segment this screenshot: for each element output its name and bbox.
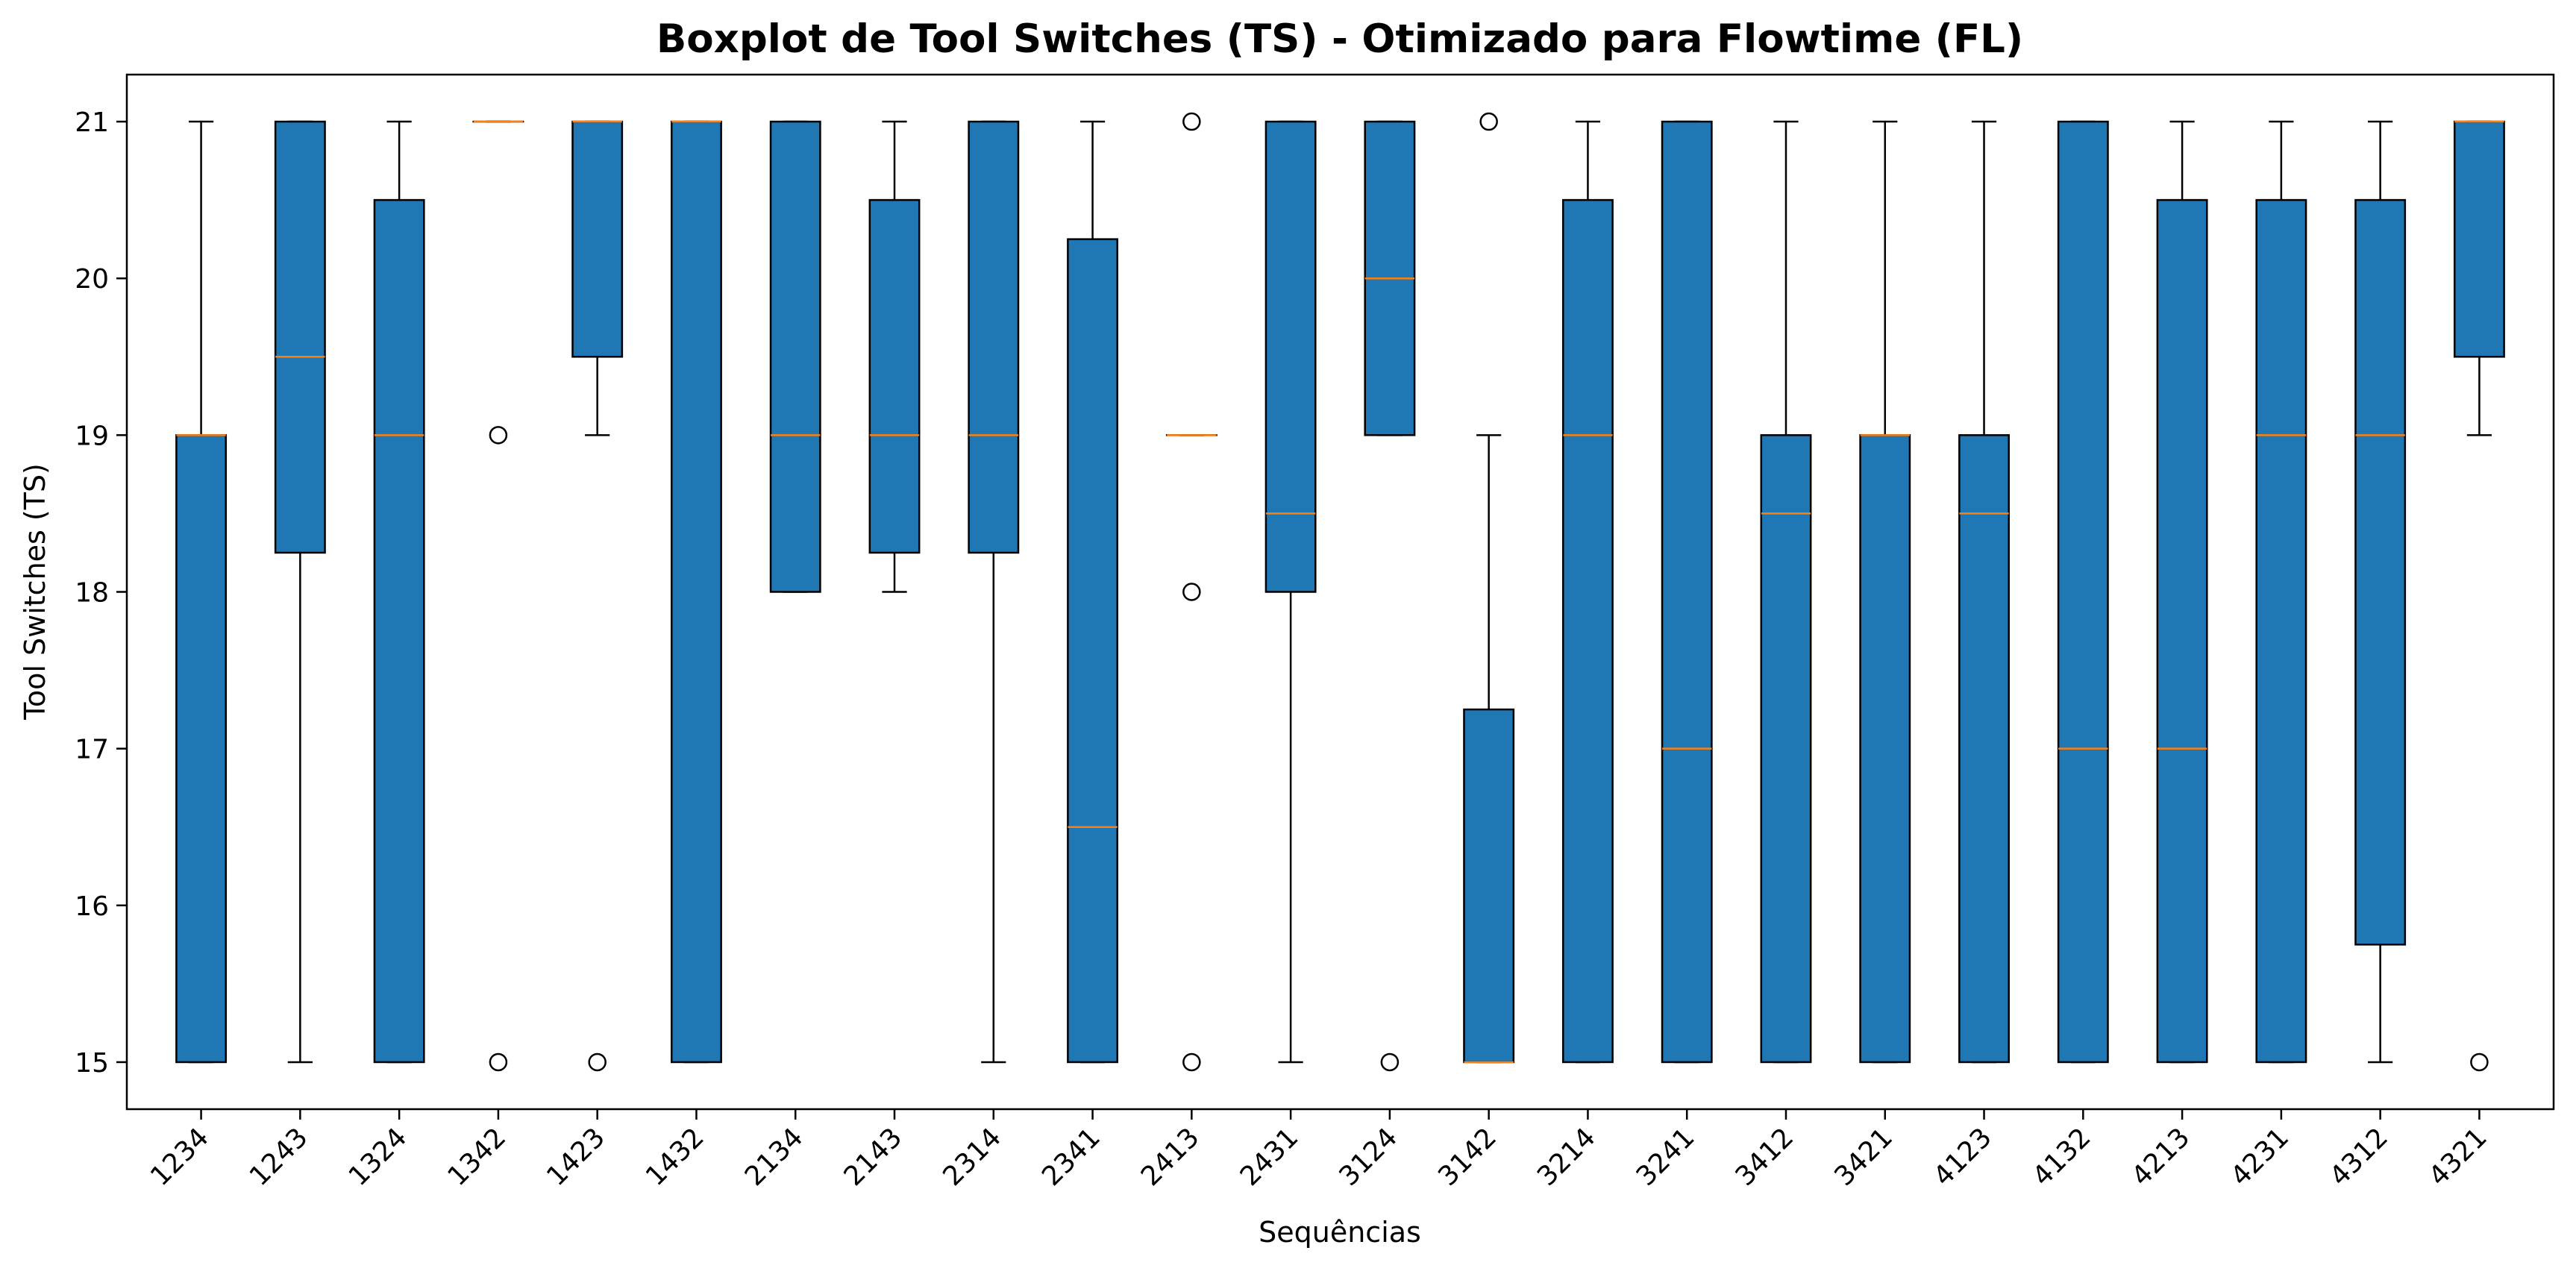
iqr-box [572, 122, 621, 357]
iqr-box [969, 122, 1018, 553]
chart-title: Boxplot de Tool Switches (TS) - Otimizad… [656, 16, 2023, 62]
iqr-box [1662, 122, 1711, 1062]
box-group-4213 [2157, 122, 2207, 1062]
iqr-box [1563, 200, 1612, 1062]
box-group-4132 [2058, 122, 2108, 1062]
iqr-box [2355, 200, 2404, 944]
iqr-box [375, 200, 424, 1062]
iqr-box [870, 200, 919, 553]
iqr-box [771, 122, 820, 592]
iqr-box [176, 435, 225, 1062]
box-group-4231 [2257, 122, 2306, 1062]
box-group-3241 [1662, 122, 1711, 1062]
box-group-1324 [375, 122, 424, 1062]
y-tick-label: 18 [75, 578, 109, 609]
iqr-box [2157, 200, 2207, 1062]
box-group-3214 [1563, 122, 1612, 1062]
iqr-box [2257, 200, 2306, 1062]
box-group-2134 [771, 122, 820, 592]
iqr-box [2454, 122, 2504, 357]
x-axis-label: Sequências [1259, 1216, 1421, 1249]
iqr-box [1068, 239, 1117, 1062]
y-tick-label: 15 [75, 1048, 109, 1079]
iqr-box [1959, 435, 2008, 1062]
box-group-2341 [1068, 122, 1117, 1062]
iqr-box [1761, 435, 1811, 1062]
box-group-4312 [2355, 122, 2404, 1062]
iqr-box [2058, 122, 2108, 1062]
y-tick-label: 20 [75, 264, 109, 295]
iqr-box [1266, 122, 1315, 592]
iqr-box [1464, 709, 1513, 1062]
iqr-box [1861, 435, 1910, 1062]
y-tick-label: 17 [75, 735, 109, 765]
iqr-box [275, 122, 325, 553]
y-tick-label: 16 [75, 891, 109, 922]
y-axis-label: Tool Switches (TS) [19, 463, 51, 721]
iqr-box [671, 122, 721, 1062]
box-group-1432 [671, 122, 721, 1062]
y-tick-label: 19 [75, 421, 109, 451]
y-tick-label: 21 [75, 107, 109, 138]
